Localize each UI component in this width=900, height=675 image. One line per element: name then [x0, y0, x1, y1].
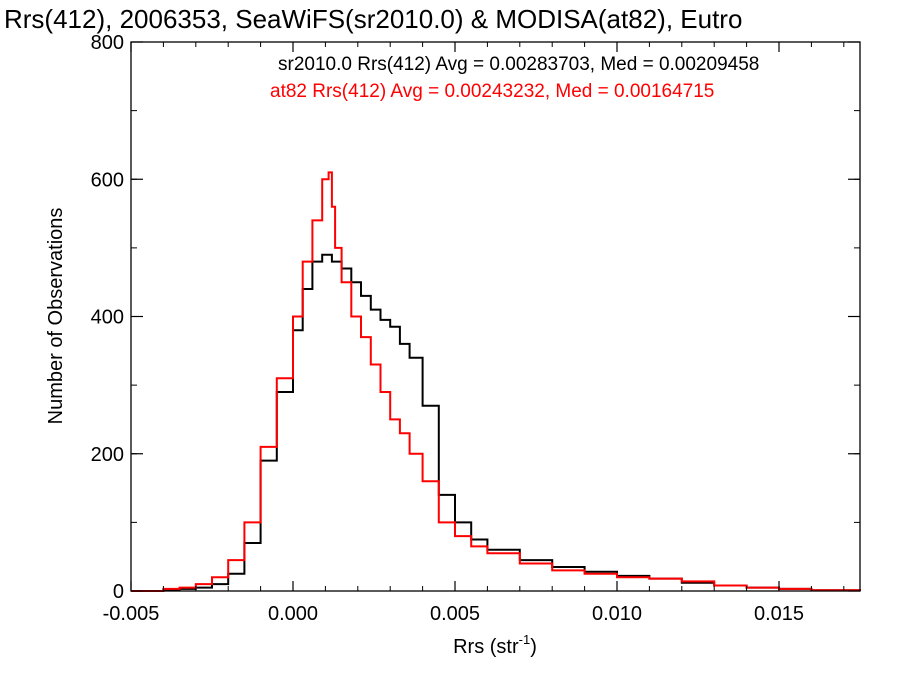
y-tick-label: 600	[91, 169, 124, 191]
chart-title: Rrs(412), 2006353, SeaWiFS(sr2010.0) & M…	[4, 4, 742, 34]
x-tick-label: -0.005	[103, 603, 160, 625]
x-tick-label: 0.005	[430, 603, 480, 625]
y-tick-label: 800	[91, 32, 124, 54]
plot-frame	[130, 41, 861, 592]
x-axis-label-superscript: -1	[519, 632, 531, 647]
legend-entry-red: at82 Rrs(412) Avg = 0.00243232, Med = 0.…	[270, 81, 714, 102]
y-tick-label: 0	[113, 581, 124, 603]
x-tick-label: 0.000	[268, 603, 318, 625]
x-axis: -0.005 0.000 0.005 0.010 0.015	[103, 42, 845, 625]
y-axis: 0 200 400 600 800	[91, 32, 860, 603]
series-red-histogram	[131, 171, 861, 592]
y-axis-label: Number of Observations	[45, 208, 67, 425]
series-black-histogram	[131, 253, 861, 592]
x-tick-label: 0.010	[592, 603, 642, 625]
y-tick-label: 200	[91, 444, 124, 466]
x-axis-label: Rrs (str-1)	[453, 632, 537, 658]
x-axis-label-main: Rrs (str	[453, 636, 519, 658]
x-tick-label: 0.015	[754, 603, 804, 625]
x-axis-label-close: )	[530, 636, 537, 658]
plot-area	[131, 171, 861, 592]
legend-entry-black: sr2010.0 Rrs(412) Avg = 0.00283703, Med …	[278, 54, 759, 75]
y-tick-label: 400	[91, 307, 124, 329]
